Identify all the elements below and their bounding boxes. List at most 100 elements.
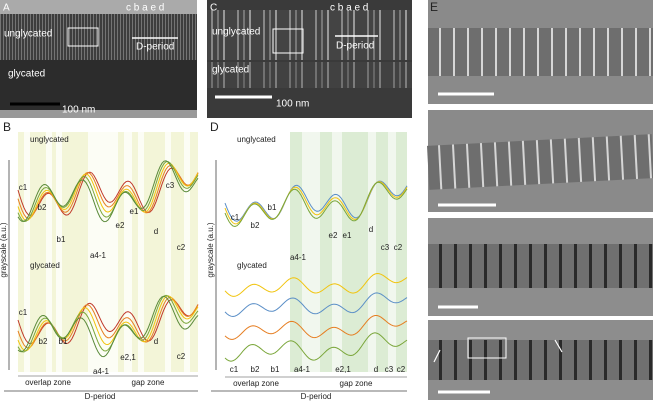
- label: D-period: [336, 41, 374, 52]
- stripe: [24, 132, 30, 372]
- label: b2: [38, 203, 47, 212]
- label: glycated: [212, 65, 249, 76]
- label: a4-1: [93, 367, 110, 376]
- label: c2: [397, 365, 406, 374]
- label: 100 nm: [276, 99, 309, 110]
- label: e1: [130, 207, 139, 216]
- label: a4-1: [294, 365, 311, 374]
- fibril: [428, 28, 653, 76]
- profile: [17, 164, 199, 219]
- label: a4-1: [90, 251, 107, 260]
- label: unglycated: [30, 135, 69, 144]
- label: A: [3, 3, 10, 14]
- label: b2: [39, 337, 48, 346]
- label: overlap zone: [233, 379, 279, 388]
- label: b1: [271, 365, 280, 374]
- profile: [224, 272, 408, 297]
- profile: [17, 295, 199, 358]
- profile: [224, 315, 408, 340]
- profile: [224, 181, 408, 228]
- stripe: [388, 132, 396, 372]
- label: c2: [177, 243, 186, 252]
- label: E: [430, 0, 438, 14]
- label: a4-1: [290, 253, 307, 262]
- profile: [17, 162, 199, 222]
- stripe: [262, 132, 270, 372]
- label: e2,1: [335, 365, 351, 374]
- stripe: [302, 132, 320, 372]
- label: grayscale (a.u.): [206, 222, 215, 277]
- stripe: [368, 132, 376, 372]
- stripe: [165, 132, 171, 372]
- profiles: [17, 160, 408, 362]
- fibril: [428, 244, 653, 288]
- stripe: [56, 132, 62, 372]
- label: e2: [329, 231, 338, 240]
- label: b1: [268, 203, 277, 212]
- label: c3: [381, 243, 390, 252]
- roi-box: [272, 28, 304, 54]
- arrow: [554, 339, 563, 353]
- label: D-period: [136, 42, 174, 53]
- micrograph-edge: [0, 110, 197, 118]
- label: glycated: [30, 261, 60, 270]
- label: D-period: [301, 392, 332, 401]
- label: d: [374, 365, 378, 374]
- stripe: [46, 132, 52, 372]
- label: b1: [57, 235, 66, 244]
- label: C: [210, 3, 217, 14]
- stripe: [124, 132, 132, 372]
- stripe: [138, 132, 144, 372]
- label: d: [369, 225, 373, 234]
- label: gap zone: [132, 378, 165, 387]
- profile: [17, 167, 199, 216]
- label: D: [210, 120, 219, 134]
- fibril: [428, 340, 653, 380]
- label: glycated: [237, 261, 267, 270]
- label: unglycated: [212, 27, 260, 38]
- fibril: [427, 134, 653, 190]
- label: glycated: [8, 69, 45, 80]
- label: c2: [394, 243, 403, 252]
- roi-box: [467, 337, 507, 359]
- label: e2,1: [120, 353, 136, 362]
- fibrils: [0, 60, 197, 110]
- label: c3: [385, 365, 394, 374]
- roi-box: [67, 27, 99, 47]
- stripe: [332, 132, 342, 372]
- label: b1: [59, 337, 68, 346]
- label: e2: [116, 221, 125, 230]
- label: 100 nm: [62, 105, 95, 116]
- stripe: [184, 132, 190, 372]
- label: overlap zone: [25, 378, 71, 387]
- label: c1: [231, 213, 240, 222]
- label: gap zone: [340, 379, 373, 388]
- label: b2: [251, 365, 260, 374]
- fibrils: [207, 10, 412, 60]
- label: unglycated: [237, 135, 276, 144]
- label: c b a e d: [330, 3, 368, 14]
- profile: [224, 332, 408, 362]
- label: e1: [343, 231, 352, 240]
- label: unglycated: [4, 29, 52, 40]
- label: c b a e d: [126, 3, 164, 14]
- label: c1: [19, 308, 28, 317]
- profile: [224, 292, 408, 318]
- stripe: [248, 132, 256, 372]
- label: c1: [230, 365, 239, 374]
- label: b2: [251, 221, 260, 230]
- arrow: [433, 349, 441, 363]
- fibrils: [207, 62, 412, 88]
- label: grayscale (a.u.): [0, 222, 8, 277]
- label: d: [154, 337, 158, 346]
- label: D-period: [85, 392, 116, 401]
- label: c2: [177, 352, 186, 361]
- micrograph-edge: [0, 0, 197, 14]
- profile: [17, 160, 199, 223]
- label: c1: [19, 183, 28, 192]
- stripe: [230, 132, 238, 372]
- label: d: [154, 227, 158, 236]
- label: B: [3, 120, 11, 134]
